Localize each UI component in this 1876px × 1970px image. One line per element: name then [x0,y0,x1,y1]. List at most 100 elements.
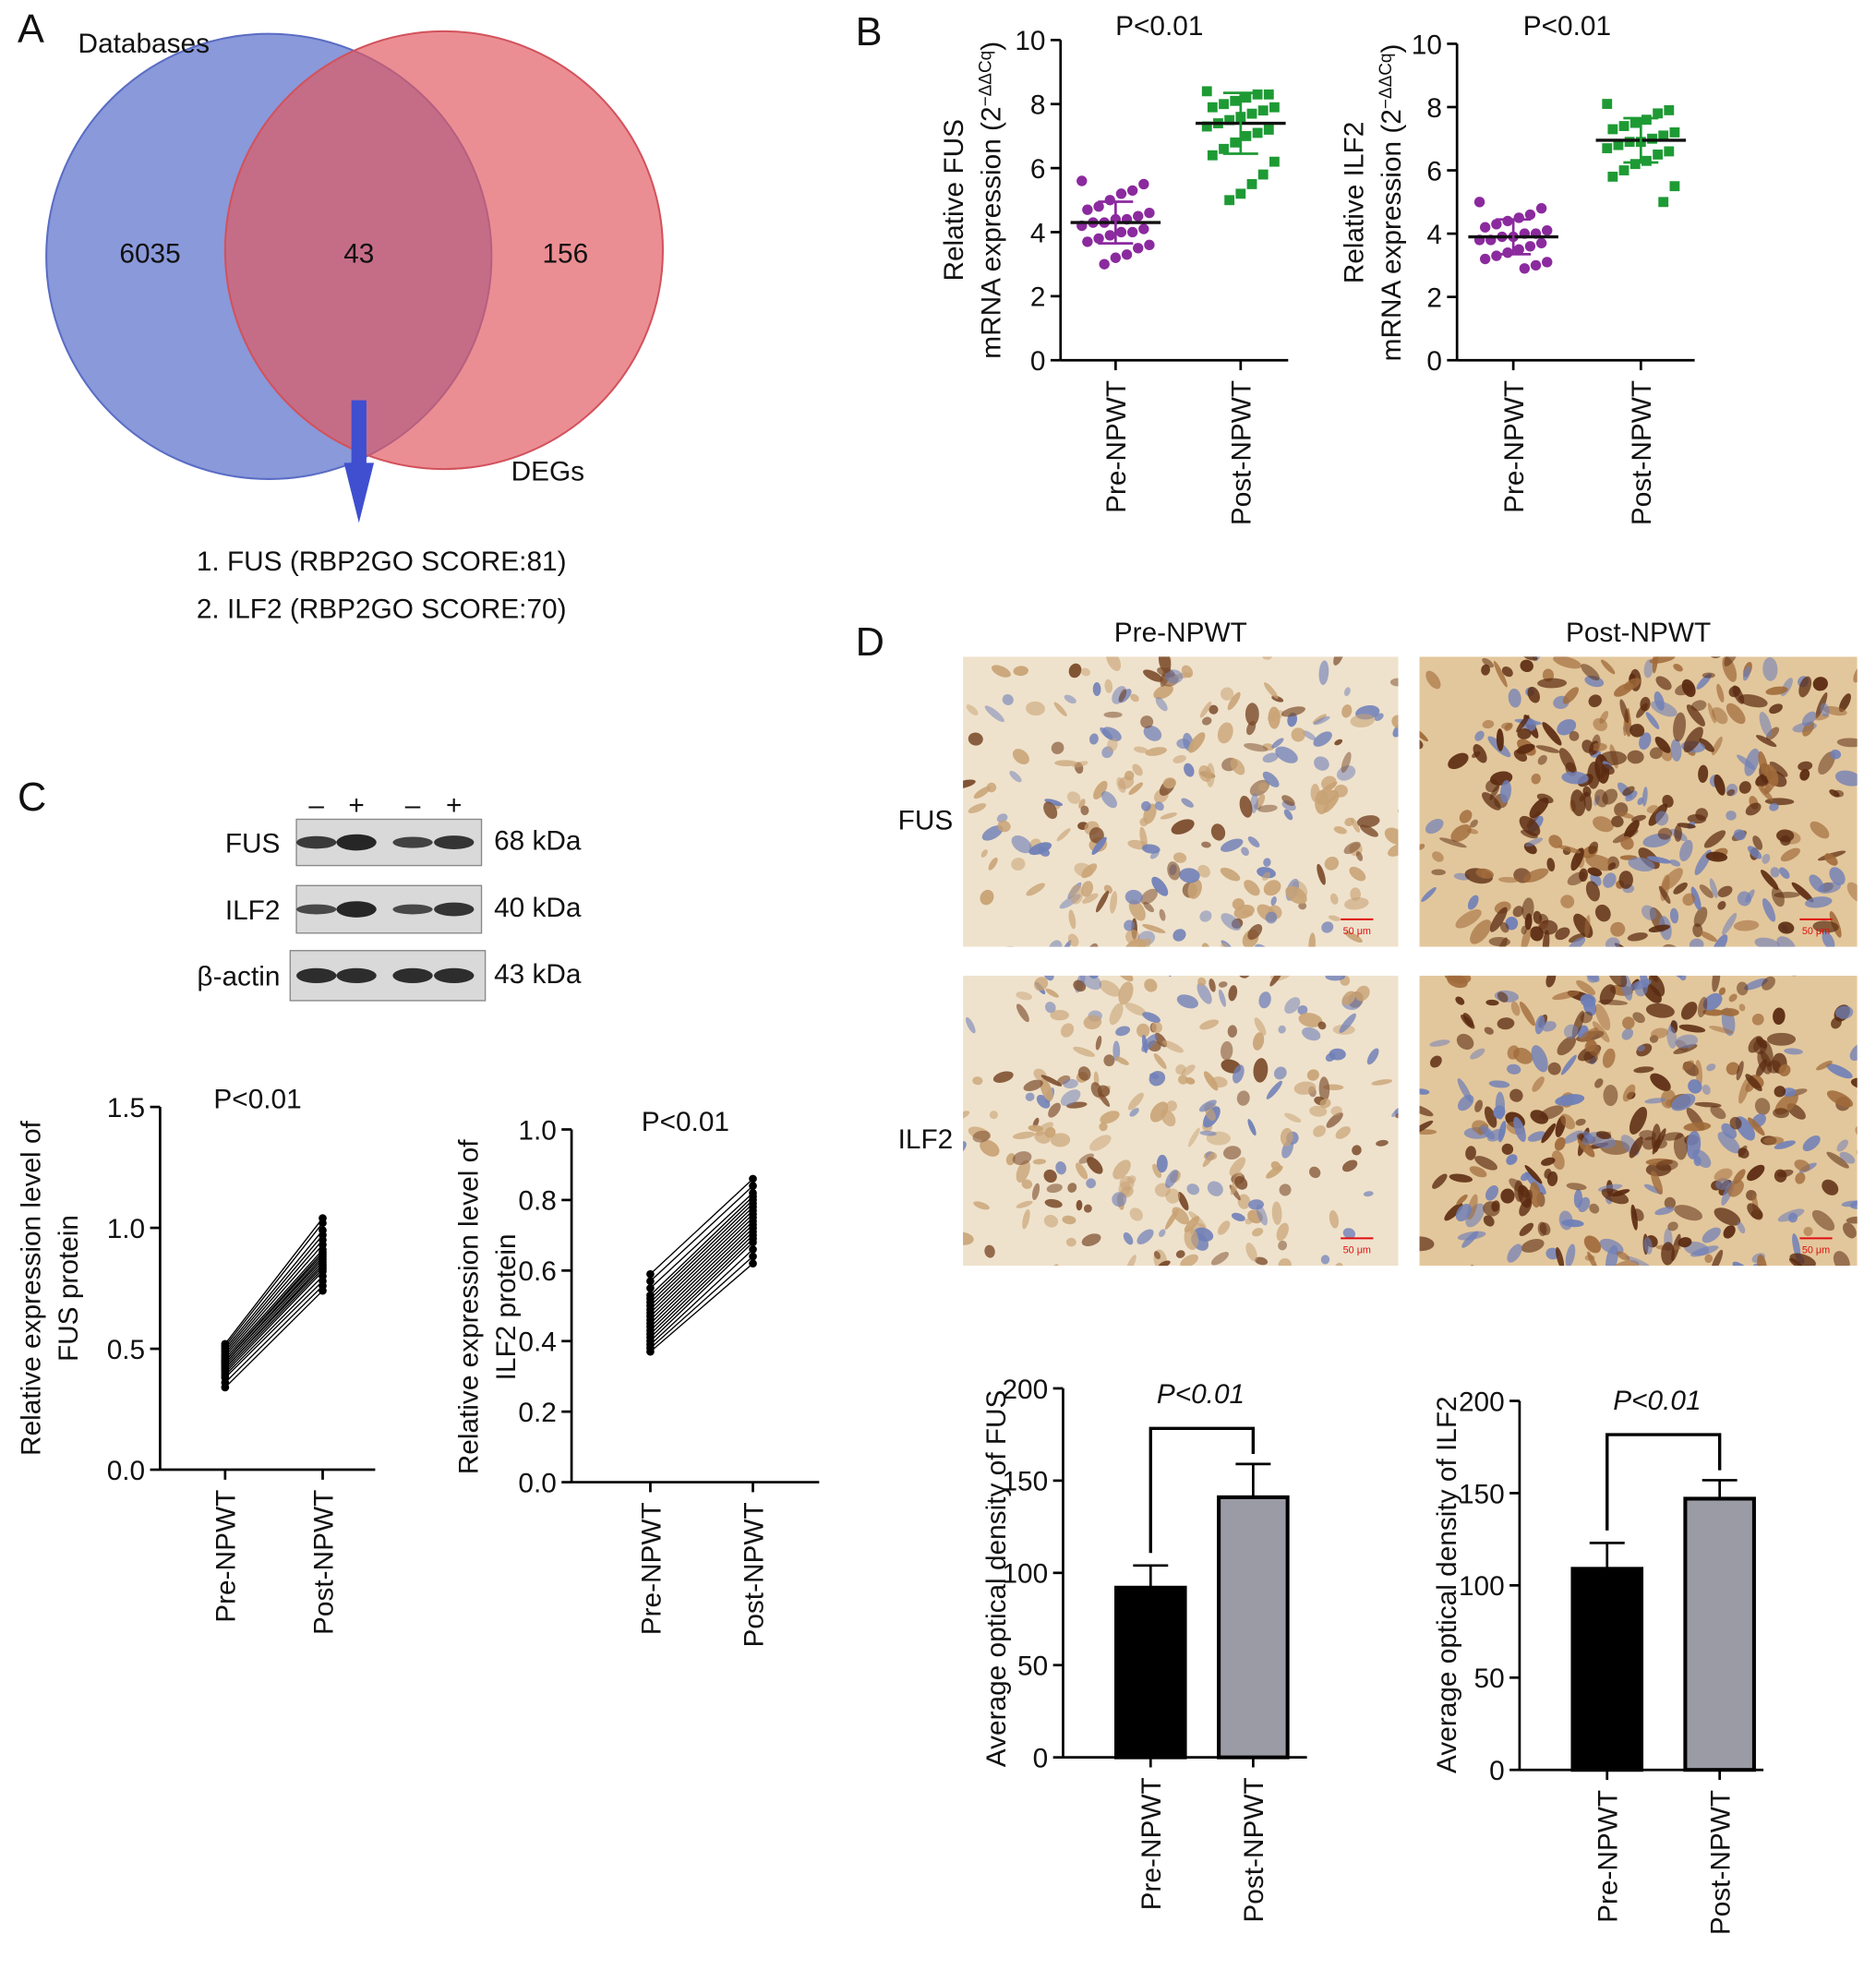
cell [1350,714,1376,728]
data-point [1235,188,1246,199]
x-tick-label: Pre-NPWT [1101,380,1132,513]
cell [1293,1081,1317,1095]
cell [1176,994,1198,1009]
data-point [1207,102,1218,113]
bar [1114,1585,1187,1760]
cell [1605,1244,1618,1267]
cell [1344,897,1369,910]
cell [1129,1207,1143,1221]
data-point [1535,237,1547,249]
cell [1167,1309,1183,1330]
cell [1712,736,1723,756]
cell [1655,676,1672,691]
cell [1263,615,1276,631]
cell [1537,638,1550,655]
cell [1352,1145,1362,1156]
blot-size-label: 43 kDa [494,959,582,990]
cell [1636,587,1644,607]
cell [1176,739,1191,750]
cell [1124,889,1143,905]
cell [1839,1151,1856,1164]
cell [1221,1040,1233,1061]
cell [1175,1063,1186,1075]
cell [1774,619,1791,634]
cell [1482,657,1495,668]
cell [1091,836,1107,856]
y-axis-label: Relative ILF2 [1340,122,1370,284]
cell [1095,595,1108,608]
cell [1538,919,1558,935]
cell [1242,910,1254,917]
cell [1044,1002,1056,1014]
cell [1323,794,1340,813]
cell [1762,1136,1785,1146]
cell [1568,932,1586,943]
cell [1384,827,1399,845]
cell [1099,631,1111,643]
data-point [1099,258,1110,270]
column-label: Pre-NPWT [1114,618,1247,648]
cell [1033,977,1049,991]
cell [1509,948,1521,960]
data-point [1653,108,1664,119]
cell [1623,954,1651,971]
cell [1254,1017,1267,1036]
cell [1798,761,1813,771]
cell [1717,885,1733,897]
cell [1151,1021,1162,1034]
cell [1081,863,1098,879]
cell [980,849,988,858]
cell [1333,656,1344,666]
pair-line [224,1270,323,1374]
cell [1671,1290,1684,1303]
cell [1156,1154,1168,1173]
y-axis-label-end: ) [977,42,1007,51]
cell [1534,1015,1545,1035]
cell [1096,1284,1106,1295]
cell [1555,1094,1585,1106]
micrograph [920,595,1399,969]
cell [1648,975,1666,997]
cell [1081,1233,1101,1246]
cell [1185,1281,1201,1298]
cell [1641,905,1657,920]
blot-row-label: ILF2 [225,895,281,926]
cell [1197,977,1207,987]
cell [1872,746,1876,759]
cell [1313,731,1332,747]
cell [1545,1313,1559,1329]
cell [1206,763,1215,787]
cell [1601,1315,1623,1347]
cell [1481,664,1491,676]
cell [1777,921,1795,934]
blot-size-label: 68 kDa [494,826,582,857]
cell [1531,773,1541,785]
data-point [1201,86,1212,97]
cell [920,760,942,775]
cell [1050,1010,1070,1021]
cell [1012,1151,1032,1165]
cell [1523,868,1549,883]
cell [1151,876,1169,896]
cell [1579,868,1588,883]
cell [1099,979,1121,997]
cell [1554,592,1570,609]
cell [1497,991,1509,1003]
cell [1654,1207,1675,1216]
cell [1374,713,1384,722]
cell [1187,1127,1200,1147]
cell [1752,1039,1767,1054]
cell [1593,816,1614,833]
cell [1623,678,1641,691]
cell [1677,823,1696,829]
cell [1501,666,1513,678]
data-point [1669,181,1680,192]
cell [1755,735,1777,748]
pair-line [224,1239,324,1354]
cell [1158,656,1172,674]
cell [1053,958,1064,969]
cell [1587,867,1603,877]
cell [1053,702,1067,717]
cell [1728,993,1738,1003]
